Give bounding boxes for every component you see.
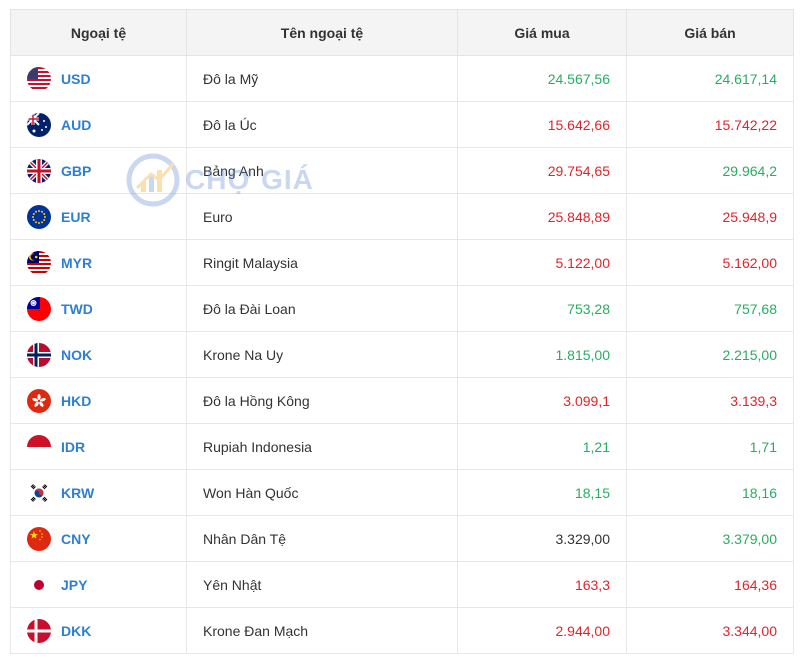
currency-code-cell: JPY: [10, 561, 187, 608]
buy-price: 3.329,00: [457, 515, 627, 562]
buy-price: 163,3: [457, 561, 627, 608]
currency-name: Won Hàn Quốc: [186, 469, 458, 516]
table-row: DKK Krone Đan Mạch 2.944,00 3.344,00: [10, 607, 794, 654]
currency-code-cell: HKD: [10, 377, 187, 424]
buy-price: 3.099,1: [457, 377, 627, 424]
currency-code[interactable]: JPY: [61, 576, 88, 593]
buy-price: 29.754,65: [457, 147, 627, 194]
currency-code-cell: DKK: [10, 607, 187, 654]
sell-price: 757,68: [626, 285, 794, 332]
sell-price: 3.344,00: [626, 607, 794, 654]
kr-flag-icon: [27, 480, 51, 505]
currency-code[interactable]: MYR: [61, 254, 93, 271]
currency-name: Ringit Malaysia: [186, 239, 458, 286]
currency-code-cell: KRW: [10, 469, 187, 516]
table-row: HKD Đô la Hồng Kông 3.099,1 3.139,3: [10, 377, 794, 424]
sell-price: 25.948,9: [626, 193, 794, 240]
sell-price: 5.162,00: [626, 239, 794, 286]
table-row: JPY Yên Nhật 163,3 164,36: [10, 561, 794, 608]
currency-code[interactable]: TWD: [61, 300, 93, 317]
currency-code[interactable]: AUD: [61, 116, 92, 133]
currency-code[interactable]: CNY: [61, 530, 91, 547]
dk-flag-icon: [27, 618, 51, 643]
hk-flag-icon: [27, 388, 51, 413]
au-flag-icon: [27, 112, 51, 137]
table-header-row: Ngoại tệ Tên ngoại tệ Giá mua Giá bán: [10, 9, 794, 56]
exchange-rate-panel: Ngoại tệ Tên ngoại tệ Giá mua Giá bán US…: [10, 9, 794, 654]
currency-code-cell: NOK: [10, 331, 187, 378]
sell-price: 2.215,00: [626, 331, 794, 378]
currency-code-cell: TWD: [10, 285, 187, 332]
id-flag-icon: [27, 434, 51, 459]
table-row: USD Đô la Mỹ 24.567,56 24.617,14: [10, 55, 794, 102]
table-row: TWD Đô la Đài Loan 753,28 757,68: [10, 285, 794, 332]
buy-price: 25.848,89: [457, 193, 627, 240]
header-currency-name: Tên ngoại tệ: [186, 9, 458, 56]
header-currency-code: Ngoại tệ: [10, 9, 187, 56]
buy-price: 24.567,56: [457, 55, 627, 102]
currency-code[interactable]: DKK: [61, 622, 92, 639]
table-row: AUD Đô la Úc 15.642,66 15.742,22: [10, 101, 794, 148]
currency-name: Đô la Mỹ: [186, 55, 458, 102]
currency-name: Krone Đan Mạch: [186, 607, 458, 654]
buy-price: 15.642,66: [457, 101, 627, 148]
sell-price: 15.742,22: [626, 101, 794, 148]
table-row: MYR Ringit Malaysia 5.122,00 5.162,00: [10, 239, 794, 286]
currency-code-cell: AUD: [10, 101, 187, 148]
currency-name: Bảng Anh: [186, 147, 458, 194]
sell-price: 164,36: [626, 561, 794, 608]
table-row: CNY Nhân Dân Tệ 3.329,00 3.379,00: [10, 515, 794, 562]
buy-price: 753,28: [457, 285, 627, 332]
sell-price: 3.379,00: [626, 515, 794, 562]
currency-code-cell: IDR: [10, 423, 187, 470]
sell-price: 1,71: [626, 423, 794, 470]
currency-name: Yên Nhật: [186, 561, 458, 608]
table-row: GBP Bảng Anh 29.754,65 29.964,2: [10, 147, 794, 194]
currency-name: Krone Na Uy: [186, 331, 458, 378]
buy-price: 1,21: [457, 423, 627, 470]
buy-price: 18,15: [457, 469, 627, 516]
currency-name: Euro: [186, 193, 458, 240]
currency-name: Đô la Hồng Kông: [186, 377, 458, 424]
table-row: IDR Rupiah Indonesia 1,21 1,71: [10, 423, 794, 470]
currency-code-cell: CNY: [10, 515, 187, 562]
sell-price: 18,16: [626, 469, 794, 516]
header-sell-price: Giá bán: [626, 9, 794, 56]
currency-code[interactable]: KRW: [61, 484, 95, 501]
my-flag-icon: [27, 250, 51, 275]
sell-price: 29.964,2: [626, 147, 794, 194]
currency-code[interactable]: NOK: [61, 346, 93, 363]
us-flag-icon: [27, 66, 51, 91]
currency-name: Đô la Úc: [186, 101, 458, 148]
currency-name: Nhân Dân Tệ: [186, 515, 458, 562]
table-row: KRW Won Hàn Quốc 18,15 18,16: [10, 469, 794, 516]
currency-code-cell: USD: [10, 55, 187, 102]
sell-price: 24.617,14: [626, 55, 794, 102]
currency-name: Đô la Đài Loan: [186, 285, 458, 332]
currency-code-cell: GBP: [10, 147, 187, 194]
eu-flag-icon: [27, 204, 51, 229]
jp-flag-icon: [27, 572, 51, 597]
tw-flag-icon: [27, 296, 51, 321]
buy-price: 1.815,00: [457, 331, 627, 378]
currency-name: Rupiah Indonesia: [186, 423, 458, 470]
no-flag-icon: [27, 342, 51, 367]
gb-flag-icon: [27, 158, 51, 183]
currency-code[interactable]: EUR: [61, 208, 91, 225]
cn-flag-icon: [27, 526, 51, 551]
buy-price: 2.944,00: [457, 607, 627, 654]
currency-code-cell: EUR: [10, 193, 187, 240]
table-row: NOK Krone Na Uy 1.815,00 2.215,00: [10, 331, 794, 378]
currency-code[interactable]: GBP: [61, 162, 92, 179]
currency-code[interactable]: USD: [61, 70, 91, 87]
header-buy-price: Giá mua: [457, 9, 627, 56]
table-row: EUR Euro 25.848,89 25.948,9: [10, 193, 794, 240]
currency-code-cell: MYR: [10, 239, 187, 286]
buy-price: 5.122,00: [457, 239, 627, 286]
sell-price: 3.139,3: [626, 377, 794, 424]
exchange-rate-table: Ngoại tệ Tên ngoại tệ Giá mua Giá bán US…: [10, 9, 794, 654]
currency-code[interactable]: HKD: [61, 392, 92, 409]
currency-code[interactable]: IDR: [61, 438, 86, 455]
